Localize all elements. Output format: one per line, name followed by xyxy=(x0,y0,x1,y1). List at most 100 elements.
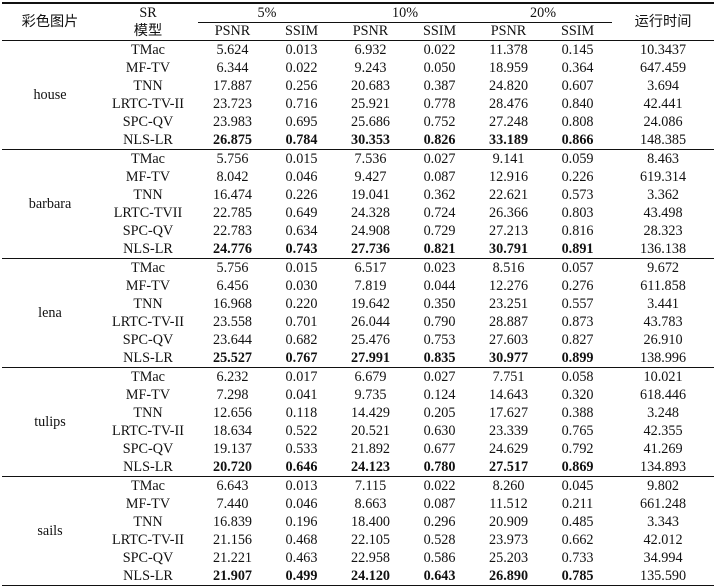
value-runtime: 618.446 xyxy=(639,387,687,403)
value-psnr-20: 8.516 xyxy=(474,258,544,277)
value-psnr-5: 8.042 xyxy=(216,169,249,185)
value-ssim-10: 0.124 xyxy=(423,387,456,403)
value-ssim-10: 0.087 xyxy=(423,496,456,512)
value-runtime: 148.385 xyxy=(639,132,687,148)
value-runtime: 611.858 xyxy=(640,278,686,294)
model-name: MF-TV xyxy=(125,496,171,512)
value-psnr-10: 6.932 xyxy=(336,40,406,59)
value-psnr-20: 28.887 xyxy=(489,314,529,330)
model-name: NLS-LR xyxy=(123,459,173,475)
value-ssim-10: 0.528 xyxy=(423,532,456,548)
value-psnr-5: 7.440 xyxy=(216,496,249,512)
value-runtime: 42.012 xyxy=(643,532,683,548)
value-ssim-5: 0.682 xyxy=(285,332,318,348)
value-ssim-10: 0.350 xyxy=(423,296,456,312)
header-psnr-5: PSNR xyxy=(198,22,267,41)
value-ssim-10: 0.752 xyxy=(423,114,456,130)
value-ssim-5: 0.022 xyxy=(285,60,318,76)
value-ssim-10: 0.050 xyxy=(423,60,456,76)
value-ssim-10: 0.753 xyxy=(423,332,456,348)
model-name: LRTC-TVII xyxy=(113,205,183,221)
value-ssim-20: 0.827 xyxy=(561,332,594,348)
model-name: TNN xyxy=(133,296,163,312)
value-psnr-20: 14.643 xyxy=(489,387,529,403)
value-ssim-5: 0.220 xyxy=(285,296,318,312)
model-name: TMac xyxy=(98,149,198,168)
value-runtime: 34.994 xyxy=(643,550,683,566)
value-ssim-20: 0.276 xyxy=(561,278,594,294)
value-runtime: 3.248 xyxy=(647,405,679,421)
value-psnr-5: 24.776 xyxy=(212,241,252,257)
value-psnr-10: 20.683 xyxy=(351,78,391,94)
value-ssim-5: 0.784 xyxy=(285,132,318,148)
value-ssim-5: 0.743 xyxy=(285,241,318,257)
value-psnr-20: 26.366 xyxy=(489,205,529,221)
value-psnr-5: 16.474 xyxy=(212,187,252,203)
value-runtime: 43.498 xyxy=(643,205,683,221)
table-row: lena TMac 5.756 0.015 6.517 0.023 8.516 0.057 9.… xyxy=(2,258,715,368)
value-ssim-5: 0.522 xyxy=(285,423,318,439)
value-ssim-5: 0.046 xyxy=(285,169,318,185)
value-ssim-5: 0.533 xyxy=(285,441,318,457)
header-rate-20: 20% xyxy=(474,2,613,23)
value-ssim-10: 0.630 xyxy=(423,423,456,439)
value-ssim-10: 0.362 xyxy=(423,187,456,203)
header-model-label: 模型 xyxy=(98,22,198,41)
value-runtime: 26.910 xyxy=(643,332,683,348)
value-ssim-5: 0.015 xyxy=(267,258,337,277)
value-psnr-20: 9.141 xyxy=(474,149,544,168)
value-ssim-10: 0.643 xyxy=(405,567,475,586)
model-name: MF-TV xyxy=(125,278,171,294)
value-runtime: 42.355 xyxy=(643,423,683,439)
value-ssim-5: 0.695 xyxy=(285,114,318,130)
header-row-metrics: 模型 PSNR SSIM PSNR SSIM PSNR SSIM xyxy=(2,22,714,41)
value-runtime: 134.893 xyxy=(639,459,687,475)
model-name: MF-TV xyxy=(125,60,171,76)
header-rate-10: 10% xyxy=(336,2,475,23)
value-ssim-20: 0.808 xyxy=(561,114,594,130)
table-row: house TMac 5.624 0.013 6.932 0.022 11.378 0.145… xyxy=(2,40,715,150)
table-row: NLS-LR 26.875 0.784 30.353 0.826 33.189 0.866 1… xyxy=(2,131,714,150)
model-name: SPC-QV xyxy=(122,223,174,239)
value-psnr-5: 5.756 xyxy=(198,258,267,277)
value-ssim-5: 0.701 xyxy=(285,314,318,330)
value-psnr-10: 14.429 xyxy=(351,405,391,421)
value-psnr-10: 25.686 xyxy=(351,114,391,130)
table-row: SPC-QV 23.644 0.682 25.476 0.753 27.603 0.827 2… xyxy=(2,331,714,349)
value-psnr-10: 22.958 xyxy=(351,550,391,566)
table-row: NLS-LR 20.720 0.646 24.123 0.780 27.517 0.869 1… xyxy=(2,458,714,477)
value-ssim-10: 0.022 xyxy=(405,40,475,59)
value-runtime: 661.248 xyxy=(639,496,687,512)
value-ssim-20: 0.899 xyxy=(561,350,594,366)
value-psnr-5: 6.456 xyxy=(216,278,249,294)
value-psnr-20: 24.629 xyxy=(489,441,529,457)
value-psnr-5: 25.527 xyxy=(212,350,252,366)
model-name: LRTC-TV-II xyxy=(112,314,184,330)
value-psnr-5: 5.624 xyxy=(198,40,267,59)
model-name: TNN xyxy=(133,187,163,203)
table-row: MF-TV 8.042 0.046 9.427 0.087 12.916 0.226 619.… xyxy=(2,168,714,186)
header-psnr-20: PSNR xyxy=(474,22,544,41)
value-psnr-5: 23.723 xyxy=(212,96,252,112)
table-row: SPC-QV 21.221 0.463 22.958 0.586 25.203 0.733 3… xyxy=(2,549,714,567)
value-psnr-10: 20.521 xyxy=(351,423,391,439)
value-ssim-20: 0.785 xyxy=(543,567,613,586)
value-runtime: 28.323 xyxy=(643,223,683,239)
value-psnr-20: 18.959 xyxy=(489,60,529,76)
table-row: SPC-QV 22.783 0.634 24.908 0.729 27.213 0.816 2… xyxy=(2,222,714,240)
model-name: NLS-LR xyxy=(123,132,173,148)
table-row: MF-TV 6.344 0.022 9.243 0.050 18.959 0.364 647.… xyxy=(2,59,714,77)
value-psnr-20: 27.248 xyxy=(489,114,529,130)
value-runtime: 41.269 xyxy=(643,441,683,457)
table-row: TNN 16.839 0.196 18.400 0.296 20.909 0.485 3.34… xyxy=(2,513,714,531)
value-psnr-20: 20.909 xyxy=(489,514,529,530)
image-name-lena: lena xyxy=(2,258,98,368)
value-psnr-10: 24.120 xyxy=(336,567,406,586)
model-name: TNN xyxy=(133,514,163,530)
value-psnr-5: 26.875 xyxy=(212,132,252,148)
value-ssim-5: 0.041 xyxy=(285,387,318,403)
value-ssim-5: 0.468 xyxy=(285,532,318,548)
model-name: TMac xyxy=(98,367,198,386)
header-row-rates: 彩色图片 SR 5% 10% 20% 运行时间 xyxy=(2,2,715,41)
model-name: MF-TV xyxy=(125,387,171,403)
